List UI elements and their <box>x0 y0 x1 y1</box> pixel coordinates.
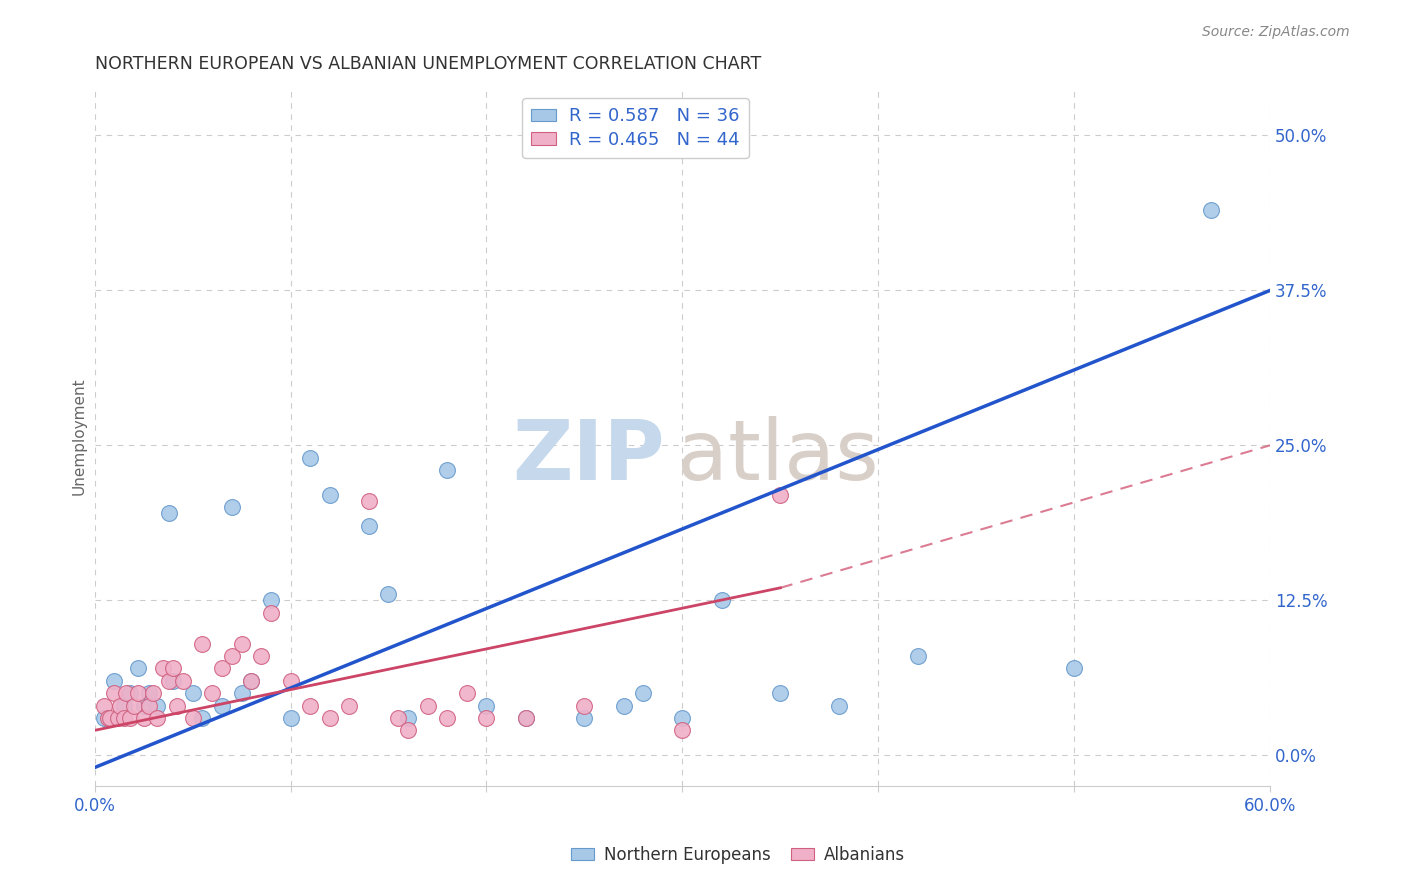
Point <box>103 686 125 700</box>
Point <box>337 698 360 713</box>
Point <box>157 507 180 521</box>
Point <box>1201 202 1223 217</box>
Text: Source: ZipAtlas.com: Source: ZipAtlas.com <box>1202 25 1350 39</box>
Point <box>710 593 733 607</box>
Point <box>115 686 138 700</box>
Point <box>211 661 233 675</box>
Point <box>769 488 792 502</box>
Point <box>907 648 929 663</box>
Point <box>103 673 125 688</box>
Point <box>221 648 243 663</box>
Point <box>396 711 419 725</box>
Point <box>146 711 169 725</box>
Point <box>1063 661 1085 675</box>
Point <box>515 711 537 725</box>
Point <box>112 711 135 725</box>
Point <box>181 711 204 725</box>
Point <box>260 606 283 620</box>
Point <box>142 686 165 700</box>
Point <box>671 711 693 725</box>
Point <box>97 711 120 725</box>
Point <box>138 698 160 713</box>
Point <box>319 488 342 502</box>
Point <box>138 686 160 700</box>
Point <box>152 661 174 675</box>
Text: NORTHERN EUROPEAN VS ALBANIAN UNEMPLOYMENT CORRELATION CHART: NORTHERN EUROPEAN VS ALBANIAN UNEMPLOYME… <box>94 55 761 73</box>
Point <box>122 698 145 713</box>
Point <box>280 673 302 688</box>
Point <box>191 711 214 725</box>
Point <box>162 661 184 675</box>
Point <box>769 686 792 700</box>
Legend: Northern Europeans, Albanians: Northern Europeans, Albanians <box>564 839 912 871</box>
Point <box>377 587 399 601</box>
Point <box>280 711 302 725</box>
Point <box>436 711 458 725</box>
Point <box>191 637 214 651</box>
Point <box>515 711 537 725</box>
Point <box>127 686 149 700</box>
Y-axis label: Unemployment: Unemployment <box>72 377 86 495</box>
Point <box>671 723 693 738</box>
Point <box>181 686 204 700</box>
Legend: R = 0.587   N = 36, R = 0.465   N = 44: R = 0.587 N = 36, R = 0.465 N = 44 <box>522 98 748 158</box>
Point <box>631 686 654 700</box>
Point <box>127 661 149 675</box>
Point <box>475 711 498 725</box>
Point <box>98 711 121 725</box>
Point <box>231 637 253 651</box>
Point <box>299 698 322 713</box>
Point <box>387 711 409 725</box>
Point <box>299 450 322 465</box>
Point <box>475 698 498 713</box>
Point <box>221 500 243 515</box>
Point <box>166 698 188 713</box>
Point <box>93 698 115 713</box>
Point <box>201 686 224 700</box>
Point <box>240 673 263 688</box>
Text: atlas: atlas <box>676 417 879 498</box>
Point <box>416 698 439 713</box>
Point <box>319 711 342 725</box>
Point <box>112 698 135 713</box>
Point <box>574 711 596 725</box>
Point <box>357 519 380 533</box>
Point <box>574 698 596 713</box>
Point <box>157 673 180 688</box>
Point <box>231 686 253 700</box>
Point <box>211 698 233 713</box>
Point <box>107 711 129 725</box>
Point <box>436 463 458 477</box>
Point <box>118 711 141 725</box>
Point <box>172 673 194 688</box>
Point <box>132 711 155 725</box>
Point <box>132 698 155 713</box>
Point <box>396 723 419 738</box>
Point <box>93 711 115 725</box>
Point <box>250 648 273 663</box>
Point <box>108 698 131 713</box>
Point <box>118 686 141 700</box>
Point <box>828 698 851 713</box>
Point <box>260 593 283 607</box>
Point <box>456 686 478 700</box>
Point <box>240 673 263 688</box>
Point <box>357 494 380 508</box>
Text: ZIP: ZIP <box>512 417 665 498</box>
Point <box>613 698 636 713</box>
Point <box>146 698 169 713</box>
Point <box>162 673 184 688</box>
